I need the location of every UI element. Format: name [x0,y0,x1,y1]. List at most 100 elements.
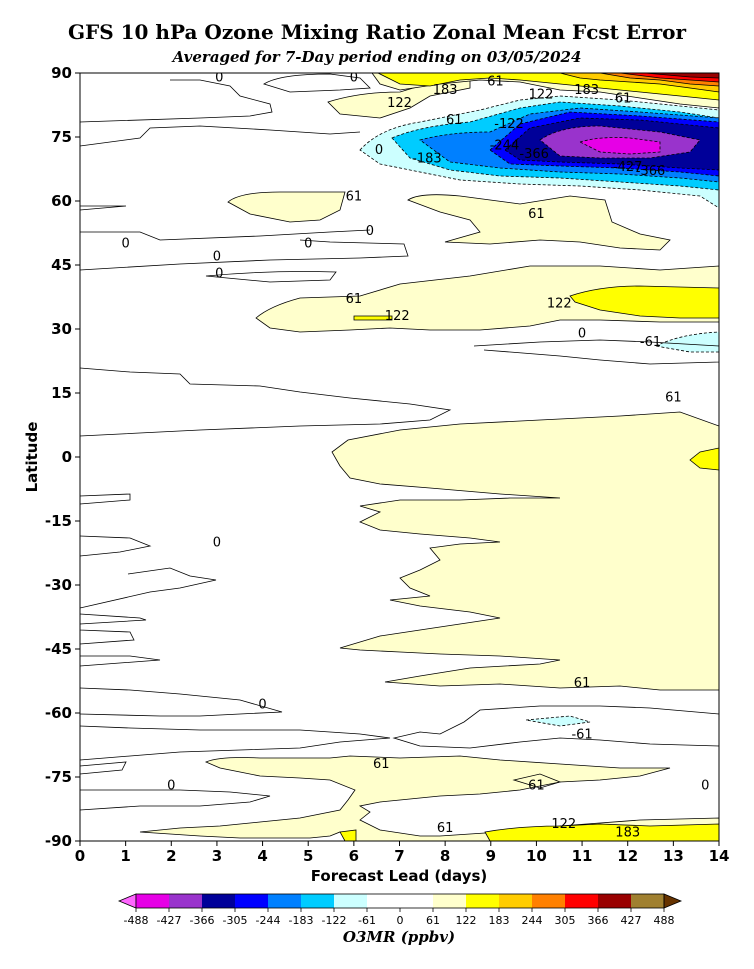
y-tick-label: 30 [51,320,72,338]
zero-line-1 [80,79,273,123]
y-tick-label: -90 [45,832,72,850]
contour-label: 0 [167,779,175,794]
x-tick-label: 11 [572,847,593,865]
colorbar-extend-low [117,893,137,909]
fill-122-eq [689,447,719,471]
zero-line-13 [80,655,161,667]
contour-label: -61 [640,335,661,350]
colorbar-tick-label: 366 [588,914,609,927]
x-tick-label: 5 [303,847,313,865]
fill-neg61-mid [654,331,719,353]
zero-line-14 [80,687,283,717]
contour-label: 61 [437,821,454,836]
contour-label: 61 [615,92,632,107]
contour-label: -244 [490,139,520,154]
zero-line-15 [392,705,719,749]
x-tick-label: 6 [349,847,359,865]
colorbar-segment [532,894,565,908]
contour-label: 61 [346,190,363,205]
contour-label: 0 [350,70,358,85]
y-tick-label: 75 [51,128,72,146]
colorbar-tick-label: 183 [489,914,510,927]
zero-line-17 [80,761,127,775]
contour-label: -183 [412,151,442,166]
zero-line-16 [80,725,391,761]
colorbar-segment [169,894,202,908]
contour-label: 0 [213,535,221,550]
y-axis-label: Latitude [23,422,41,493]
contour-label: 122 [529,87,554,102]
chart-subtitle: Averaged for 7-Day period ending on 03/0… [172,48,582,66]
x-axis-label: Forecast Lead (days) [311,867,487,885]
colorbar-segment [565,894,598,908]
colorbar-tick-label: 244 [522,914,543,927]
x-tick-label: 3 [212,847,222,865]
zero-line-11 [80,567,217,609]
contour-label: 0 [366,224,374,239]
contour-label: -427 [613,160,643,175]
colorbar-tick-label: -366 [190,914,215,927]
colorbar-segment [235,894,268,908]
x-tick-label: 14 [709,847,730,865]
colorbar-segment [433,894,466,908]
colorbar-segment [499,894,532,908]
colorbar-segment [631,894,664,908]
colorbar-tick-label: -427 [157,914,182,927]
contour-label: -366 [636,164,666,179]
contour-label: 183 [433,83,458,98]
fill-366-427-np [644,73,719,79]
zero-line-12 [80,613,147,645]
colorbar-tick-label: -244 [256,914,281,927]
colorbar-title: O3MR (ppbv) [343,928,455,946]
colorbar: -488 -427 -366 -305 -244 -183 -122 -61 0 61 122 183… [117,893,683,927]
fill-61-blob-b [407,194,671,251]
zero-line-2 [80,125,361,147]
x-tick-label: 12 [617,847,638,865]
contour-label: 61 [373,757,390,772]
colorbar-segment [400,894,433,908]
colorbar-segment [268,894,301,908]
contour-label: 61 [528,207,545,222]
x-tick-label: 10 [526,847,547,865]
colorbar-tick-label: -122 [322,914,347,927]
colorbar-tick-label: 427 [621,914,642,927]
zero-line-19 [512,773,562,789]
fill-61-sp [139,755,719,841]
x-tick-label: 1 [120,847,130,865]
zero-line-4 [80,229,371,241]
fill-61-blob-a [227,191,346,223]
contour-label: 0 [215,267,223,282]
x-tick-label: 8 [440,847,450,865]
x-tick-label: 4 [257,847,267,865]
contour-label: 122 [551,817,576,832]
y-tick-label: -15 [45,512,72,530]
contour-label: 61 [346,292,363,307]
fill-61-122-np [327,77,471,119]
y-tick-label: -45 [45,640,72,658]
colorbar-tick-label: 488 [654,914,675,927]
zero-line-8 [80,367,452,437]
contour-label: 61 [665,390,682,405]
x-tick-label: 7 [394,847,404,865]
colorbar-tick-label: -183 [289,914,314,927]
contour-label: 0 [215,70,223,85]
colorbar-segment [334,894,367,908]
zero-line-10 [80,535,152,557]
x-tick-label: 0 [75,847,85,865]
colorbar-segment [598,894,631,908]
chart-title: GFS 10 hPa Ozone Mixing Ratio Zonal Mean… [67,20,687,44]
filled-contours [139,73,719,841]
contour-label: 61 [528,779,545,794]
colorbar-tick-label: -305 [223,914,248,927]
contour-label: 0 [375,143,383,158]
y-tick-label: 15 [51,384,72,402]
y-tick-label: -75 [45,768,72,786]
colorbar-segment [466,894,499,908]
zero-line-5 [80,239,409,271]
contour-label: 0 [701,779,709,794]
zero-line-20 [263,73,371,93]
zero-line-7 [473,339,719,365]
colorbar-tick-label: 61 [426,914,440,927]
contour-labels: 0 0 6118312218361122610-183-122-244-366-42… [122,70,710,840]
